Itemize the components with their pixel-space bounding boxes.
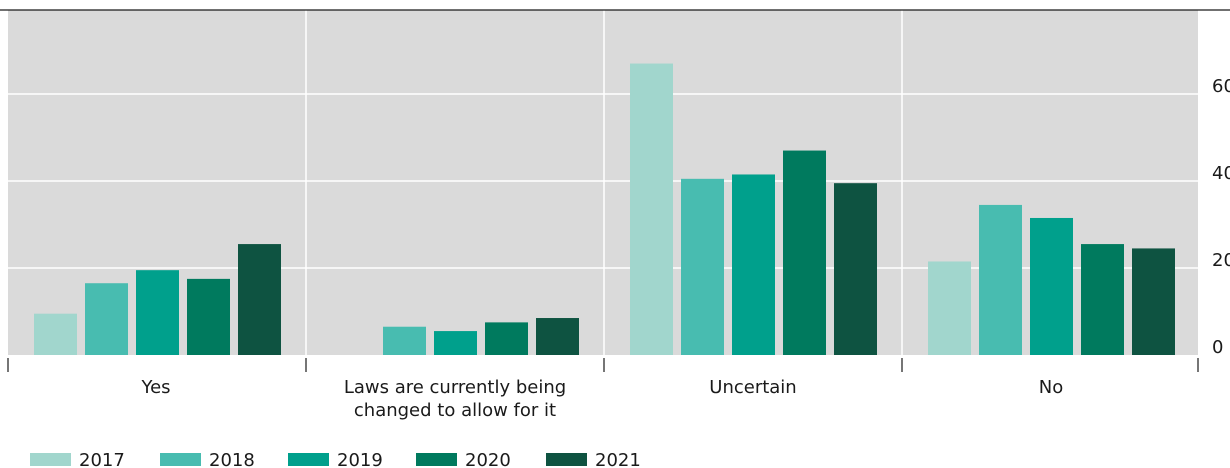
- bar-2020-3: [1081, 244, 1124, 355]
- category-labels: Yes Laws are currently being changed to al…: [140, 377, 1063, 421]
- legend-swatch-2021: [546, 453, 587, 466]
- y-tick-label: 0: [1212, 337, 1223, 358]
- bar-2020-0: [187, 278, 230, 355]
- legend: 2017 2018 2019 2020 2021: [30, 450, 641, 468]
- category-label: Laws are currently being changed to allow…: [344, 377, 566, 421]
- x-axis: [7, 358, 1199, 372]
- y-tick-label: 20: [1212, 250, 1230, 271]
- bar-2018-1: [383, 326, 426, 355]
- bar-2020-2: [783, 150, 826, 355]
- legend-label: 2019: [337, 450, 383, 468]
- bars: [34, 63, 1175, 356]
- legend-label: 2017: [79, 450, 125, 468]
- bar-2017-2: [630, 63, 673, 356]
- bar-2018-3: [979, 204, 1022, 355]
- bar-2018-0: [85, 283, 128, 355]
- legend-label: 2018: [209, 450, 255, 468]
- bar-2018-2: [681, 178, 724, 355]
- bar-2019-3: [1030, 217, 1073, 355]
- legend-swatch-2018: [160, 453, 201, 466]
- y-tick-label: 40: [1212, 163, 1230, 184]
- category-label: No: [1039, 377, 1063, 398]
- category-label: Uncertain: [709, 377, 796, 398]
- legend-label: 2020: [465, 450, 511, 468]
- bar-2019-2: [732, 174, 775, 355]
- bar-2017-0: [34, 313, 77, 355]
- y-tick-label: 60: [1212, 76, 1230, 97]
- bar-2020-1: [485, 322, 528, 355]
- bar-2021-3: [1132, 248, 1175, 355]
- y-tick-labels: 0 20 40 60: [1212, 76, 1230, 358]
- bar-2021-1: [536, 318, 579, 355]
- bar-2021-0: [238, 244, 281, 355]
- bar-2021-2: [834, 183, 877, 355]
- legend-swatch-2017: [30, 453, 71, 466]
- bar-2019-1: [434, 331, 477, 355]
- bar-2017-3: [928, 261, 971, 355]
- legend-swatch-2020: [416, 453, 457, 466]
- legend-label: 2021: [595, 450, 641, 468]
- legend-swatch-2019: [288, 453, 329, 466]
- bar-2019-0: [136, 270, 179, 355]
- category-label: Yes: [140, 377, 170, 398]
